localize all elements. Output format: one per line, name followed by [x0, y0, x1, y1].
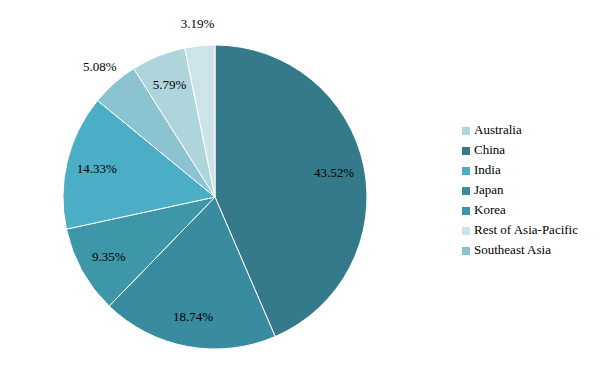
- svg-text:14.33%: 14.33%: [77, 161, 117, 176]
- html-text:Australia: Australia: [474, 122, 522, 137]
- html-text:Rest of Asia-Pacific: Rest of Asia-Pacific: [474, 222, 578, 237]
- svg-text:5.79%: 5.79%: [153, 77, 187, 92]
- svg-text:18.74%: 18.74%: [173, 309, 213, 324]
- html-text:Southeast Asia: Southeast Asia: [474, 242, 551, 257]
- html-text:Korea: Korea: [474, 202, 506, 217]
- svg-text:5.08%: 5.08%: [83, 59, 117, 74]
- html-text:India: India: [474, 162, 501, 177]
- svg-text:43.52%: 43.52%: [314, 165, 354, 180]
- svg-text:3.19%: 3.19%: [181, 16, 215, 31]
- html-text:Japan: Japan: [474, 182, 504, 197]
- svg-text:9.35%: 9.35%: [92, 249, 126, 264]
- html-text:China: China: [474, 142, 506, 157]
